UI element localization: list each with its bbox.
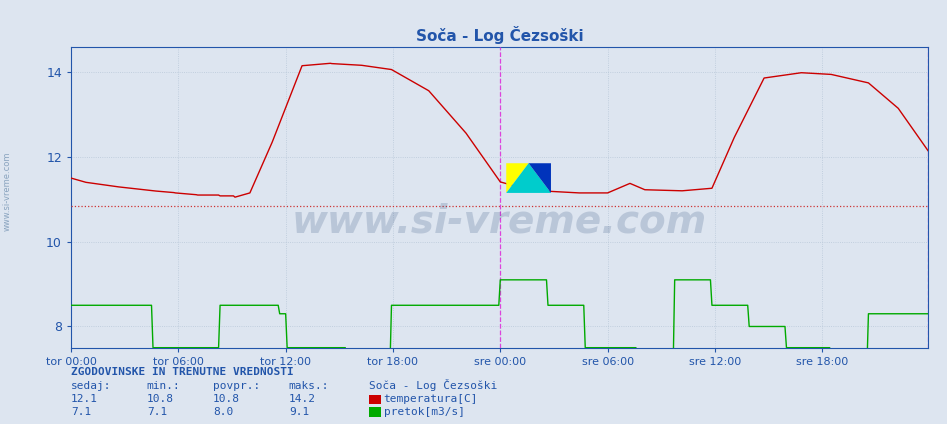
Text: 8.0: 8.0 <box>213 407 233 417</box>
Text: ZGODOVINSKE IN TRENUTNE VREDNOSTI: ZGODOVINSKE IN TRENUTNE VREDNOSTI <box>71 367 294 377</box>
Text: 12.1: 12.1 <box>71 394 98 404</box>
Title: Soča - Log Čezsoški: Soča - Log Čezsoški <box>416 26 583 44</box>
Text: 10.8: 10.8 <box>147 394 174 404</box>
Text: 7.1: 7.1 <box>71 407 91 417</box>
Polygon shape <box>528 163 551 193</box>
Text: www.si-vreme.com: www.si-vreme.com <box>292 202 707 240</box>
Text: 7.1: 7.1 <box>147 407 167 417</box>
Polygon shape <box>507 163 551 193</box>
Text: pretok[m3/s]: pretok[m3/s] <box>384 407 465 417</box>
Text: min.:: min.: <box>147 381 181 391</box>
Text: Soča - Log Čezsoški: Soča - Log Čezsoški <box>369 379 497 391</box>
Text: 9.1: 9.1 <box>289 407 309 417</box>
Polygon shape <box>507 163 528 193</box>
Text: sedaj:: sedaj: <box>71 381 112 391</box>
Text: www.si-vreme.com: www.si-vreme.com <box>3 151 12 231</box>
Text: 14.2: 14.2 <box>289 394 316 404</box>
Text: 10.8: 10.8 <box>213 394 241 404</box>
Text: maks.:: maks.: <box>289 381 330 391</box>
Text: temperatura[C]: temperatura[C] <box>384 394 478 404</box>
Text: povpr.:: povpr.: <box>213 381 260 391</box>
